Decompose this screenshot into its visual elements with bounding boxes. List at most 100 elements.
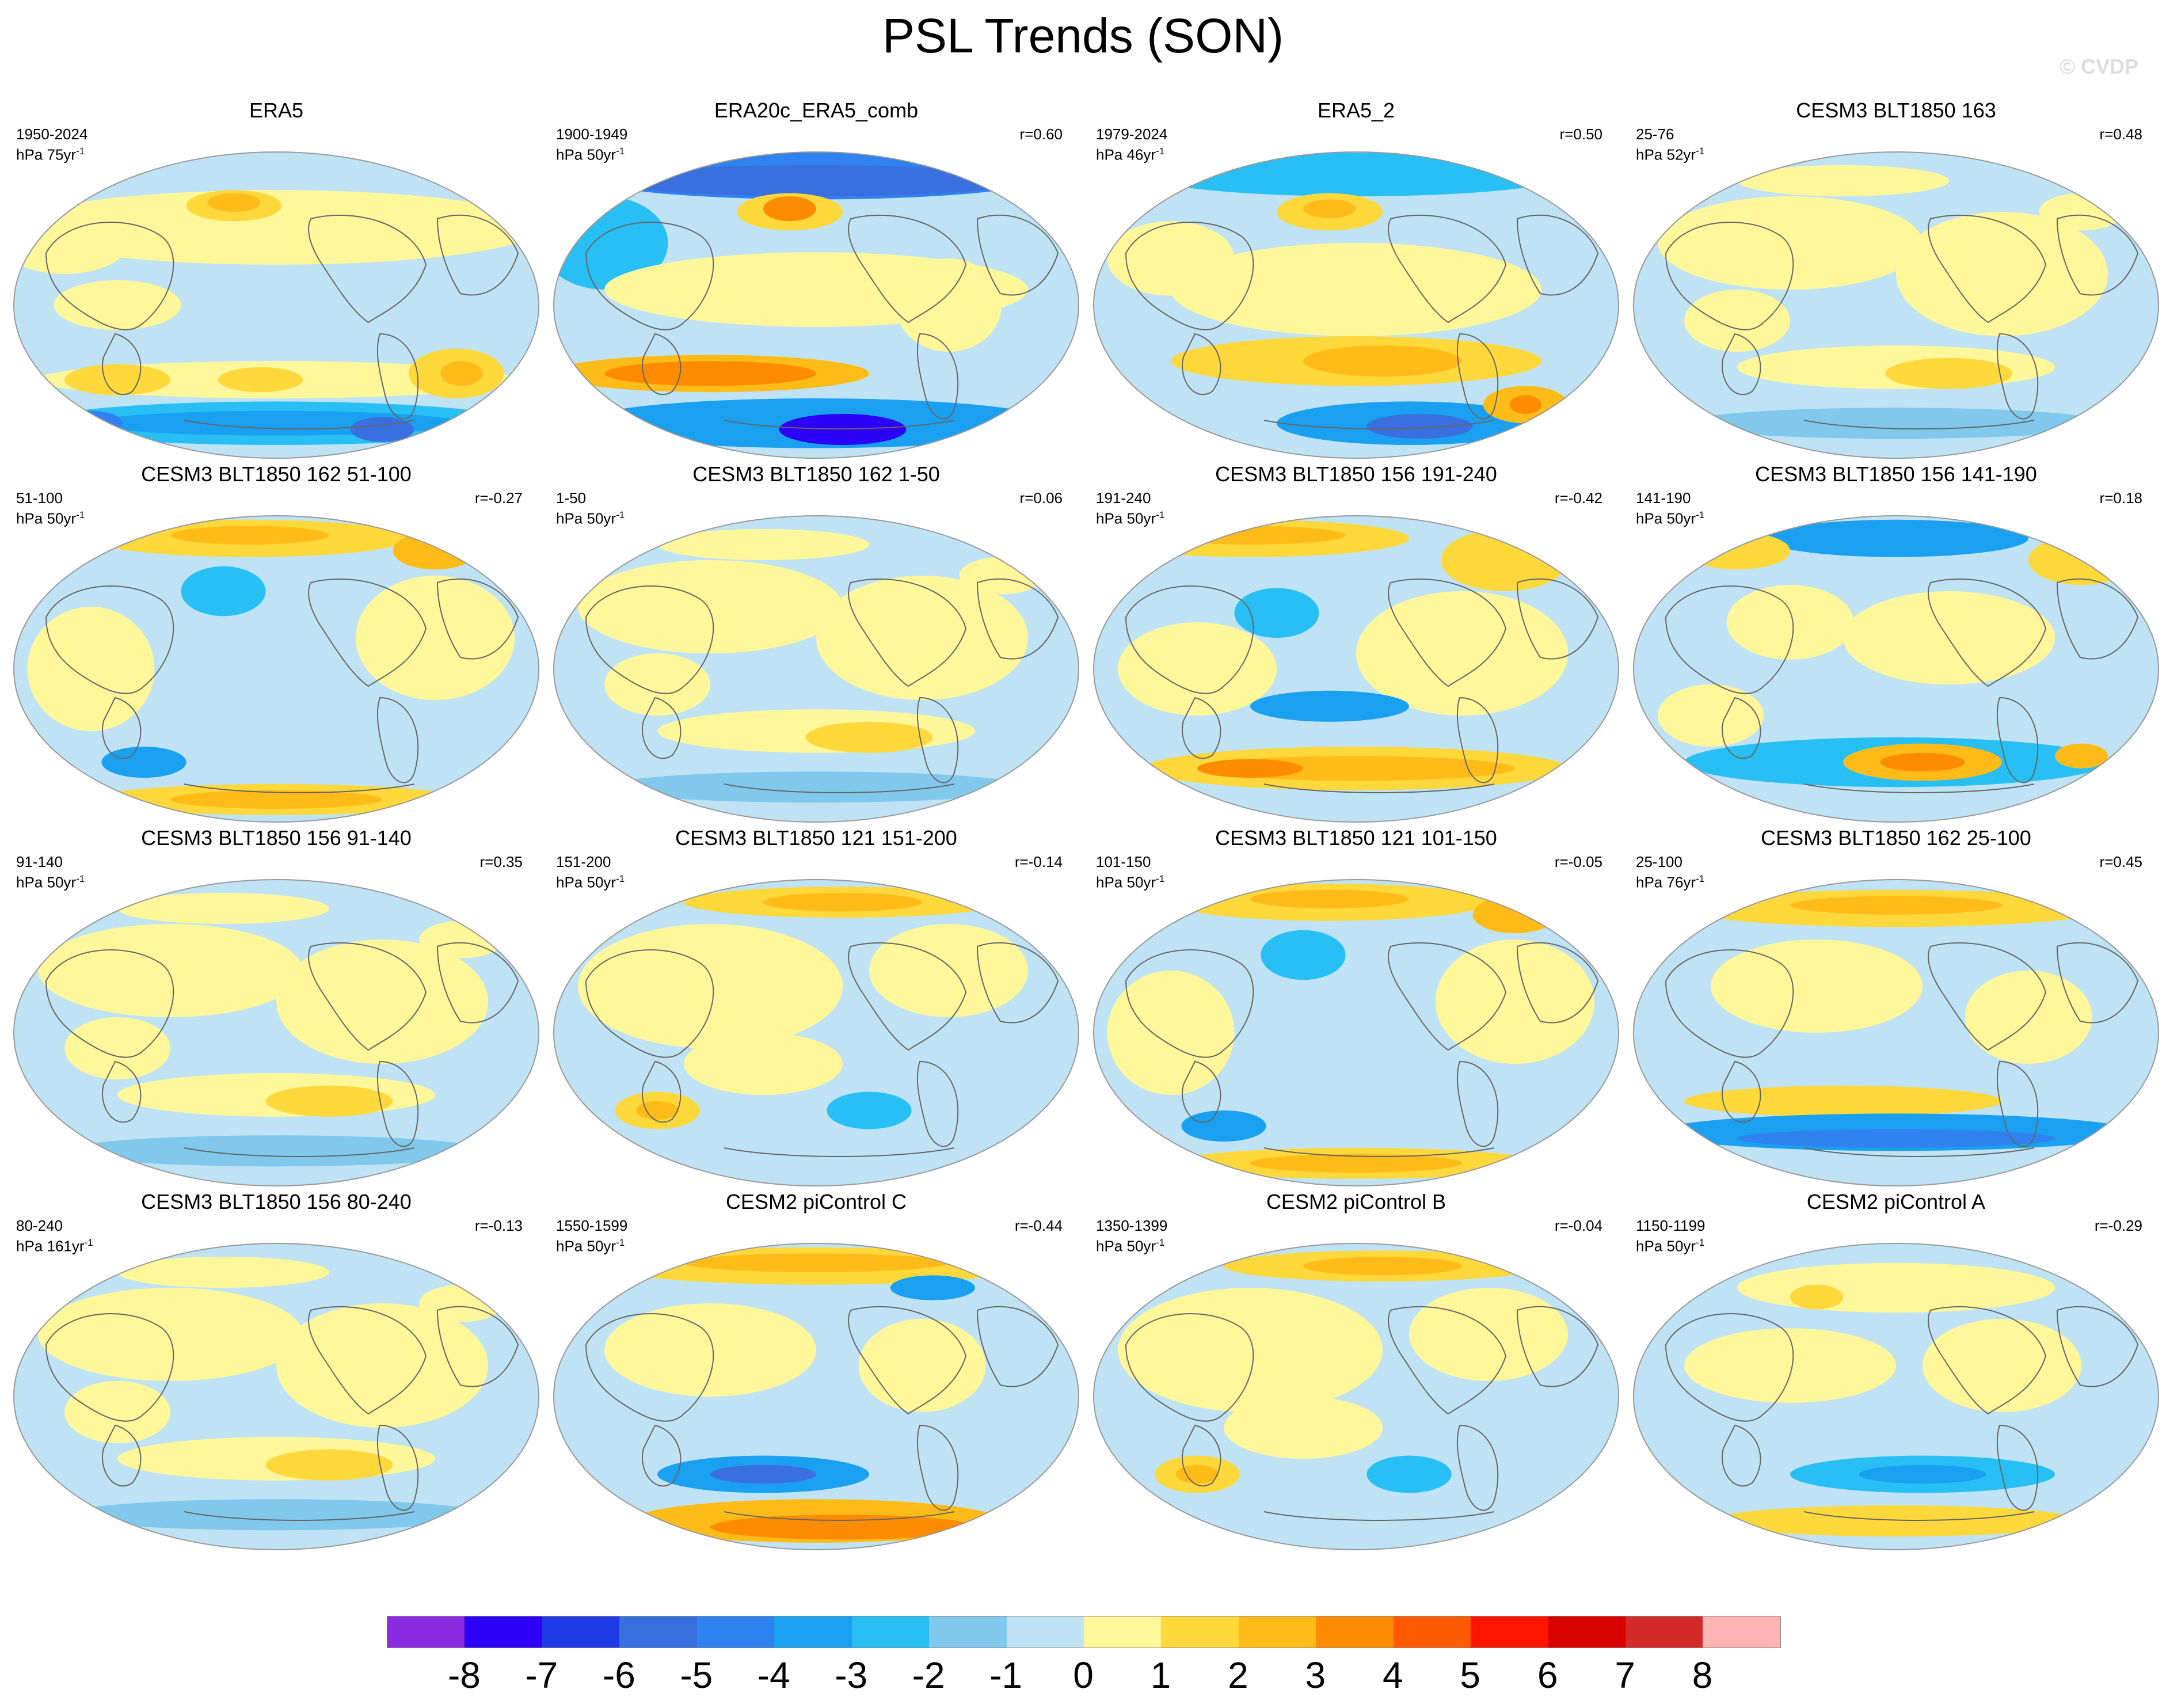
trend-map xyxy=(13,515,539,823)
coastline xyxy=(848,942,967,1051)
map-panel: ERA5_2 1979-2024 hPa 46yr-1 r=0.50 xyxy=(1086,98,1627,461)
map-panel: CESM3 BLT1850 156 141-190 141-190 hPa 50yr… xyxy=(1626,462,2166,824)
field-contour xyxy=(959,557,1044,595)
coastline xyxy=(1456,1060,1499,1147)
coastline xyxy=(1803,420,2035,429)
field-contour xyxy=(1107,221,1235,296)
field-contour xyxy=(1366,414,1473,439)
colorbar-swatch xyxy=(387,1616,465,1648)
coastline xyxy=(1665,585,1794,694)
coastline xyxy=(1996,1424,2039,1511)
colorbar-tick-label: 2 xyxy=(1228,1654,1248,1696)
field-contour xyxy=(1843,591,2055,684)
coastline xyxy=(1182,697,1221,759)
panel-years: 1900-1949 xyxy=(556,125,628,143)
field-contour xyxy=(1711,939,1923,1033)
watermark: © CVDP xyxy=(2060,55,2138,78)
panel-title: CESM3 BLT1850 156 141-190 xyxy=(1755,462,2037,486)
colorbar-swatch xyxy=(542,1616,620,1648)
panel-units: hPa 50yr-1 xyxy=(1096,507,1164,527)
coastline xyxy=(724,420,955,429)
panel-title: ERA5 xyxy=(249,98,304,122)
panel-units-exponent: -1 xyxy=(616,873,625,884)
coastline xyxy=(1803,1511,2035,1521)
map-outline xyxy=(13,151,539,459)
field-contour xyxy=(1472,896,1558,934)
coastline xyxy=(45,1313,174,1422)
field-contour xyxy=(1880,752,1965,772)
panel-units-base: hPa 50yr xyxy=(1096,873,1156,891)
map-outline xyxy=(1093,1243,1619,1550)
coastline xyxy=(1125,1313,1254,1422)
map-panel: CESM3 BLT1850 162 51-100 51-100 hPa 50yr-1… xyxy=(6,462,547,824)
page-title: PSL Trends (SON) xyxy=(882,9,1284,63)
panel-title: ERA20c_ERA5_comb xyxy=(714,98,919,122)
panel-title: CESM3 BLT1850 156 80-240 xyxy=(141,1190,412,1214)
colorbar-swatch xyxy=(929,1616,1007,1648)
map-panel: CESM3 BLT1850 156 91-140 91-140 hPa 50yr-1… xyxy=(6,826,547,1188)
panel-years: 91-140 xyxy=(16,853,63,870)
field-contour xyxy=(1684,1328,1896,1403)
field-contour xyxy=(604,165,1028,196)
panel-correlation: r=-0.13 xyxy=(474,1217,523,1234)
colorbar-tick-label: 8 xyxy=(1692,1654,1713,1696)
colorbar-tick-label: -3 xyxy=(835,1654,868,1696)
field-contour xyxy=(1737,1129,2055,1148)
field-contour xyxy=(1658,196,1923,290)
panel-units-exponent: -1 xyxy=(1696,146,1705,157)
field-contour xyxy=(59,410,123,436)
coastline xyxy=(724,783,955,793)
map-panel: CESM2 piControl A 1150-1199 hPa 50yr-1 r=-0… xyxy=(1626,1189,2166,1552)
field-contour xyxy=(1144,153,1568,196)
colorbar-swatch xyxy=(851,1616,930,1648)
map-outline xyxy=(1633,1243,2159,1550)
field-contour xyxy=(604,361,816,386)
panel-title: CESM3 BLT1850 156 91-140 xyxy=(141,826,412,850)
field-contour xyxy=(869,924,1028,1017)
panel-correlation: r=0.35 xyxy=(479,853,523,870)
coastline xyxy=(1388,942,1507,1051)
map-outline xyxy=(13,879,539,1186)
field-contour xyxy=(1303,345,1462,377)
coastline xyxy=(1516,214,1599,296)
panel-units-exponent: -1 xyxy=(1696,873,1705,884)
map-panel: ERA5 1950-2024 hPa 75yr-1 xyxy=(6,98,547,461)
panel-years: 141-190 xyxy=(1636,489,1691,507)
coastline xyxy=(376,1424,419,1511)
coastline xyxy=(45,949,174,1058)
coastline xyxy=(436,578,519,660)
panel-years: 1979-2024 xyxy=(1096,125,1168,143)
trend-map xyxy=(1093,515,1619,823)
field-contour xyxy=(1118,622,1277,716)
field-contour xyxy=(1790,896,2002,915)
panel-correlation: r=0.45 xyxy=(2099,853,2142,870)
panel-units: hPa 50yr-1 xyxy=(556,143,625,163)
panel-years: 1550-1599 xyxy=(556,1217,628,1234)
panel-units-base: hPa 50yr xyxy=(556,1237,616,1255)
panel-years: 1150-1199 xyxy=(1636,1217,1706,1234)
panel-title: CESM2 piControl B xyxy=(1266,1190,1446,1214)
colorbar-tick-label: 0 xyxy=(1073,1654,1094,1696)
field-contour xyxy=(1441,529,1568,591)
panel-units-base: hPa 50yr xyxy=(556,873,616,891)
field-contour xyxy=(2055,743,2108,769)
colorbar-tick-label: -1 xyxy=(989,1654,1022,1696)
field-contour xyxy=(1176,1464,1219,1484)
map-panel: CESM2 piControl C 1550-1599 hPa 50yr-1 r=-0… xyxy=(546,1189,1087,1552)
field-contour xyxy=(604,653,710,716)
colorbar-tick-label: 7 xyxy=(1615,1654,1635,1696)
coastline xyxy=(585,222,714,330)
coastline xyxy=(45,222,174,330)
trend-map xyxy=(13,1243,539,1550)
coastline xyxy=(308,1306,427,1415)
coastline xyxy=(976,942,1059,1024)
coastline xyxy=(436,214,519,296)
panel-title: CESM3 BLT1850 162 51-100 xyxy=(141,462,412,486)
coastline xyxy=(436,1306,519,1387)
field-contour xyxy=(1234,588,1319,638)
colorbar-swatch xyxy=(1471,1616,1548,1648)
panel-units-exponent: -1 xyxy=(76,146,85,157)
panel-units-base: hPa 50yr xyxy=(16,509,77,527)
coastline xyxy=(1516,578,1599,660)
map-outline xyxy=(553,879,1079,1186)
